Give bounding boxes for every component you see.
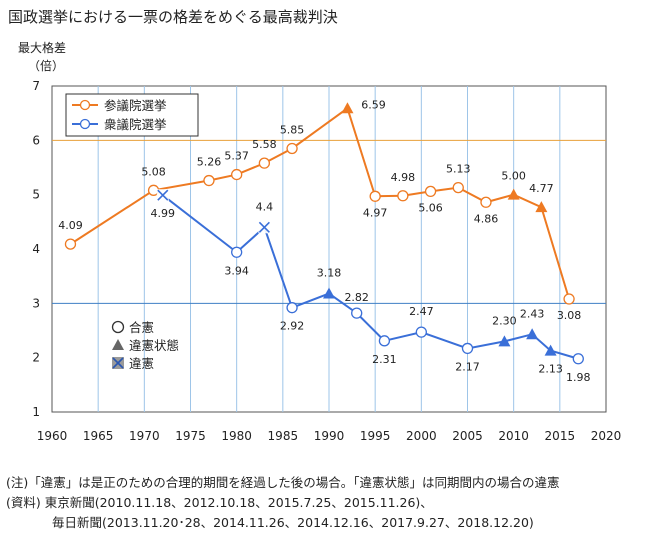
x-tick-label: 1995 xyxy=(360,429,391,443)
sangiin-data-label: 4.86 xyxy=(474,212,499,225)
shugiin-point xyxy=(258,221,270,233)
sangiin-point xyxy=(424,185,437,198)
x-tick-label: 1985 xyxy=(268,429,299,443)
shugiin-point xyxy=(157,189,169,201)
sangiin-point xyxy=(203,174,215,187)
y-tick-label: 6 xyxy=(32,133,40,147)
marker-legend-label: 違憲 xyxy=(129,356,154,371)
sangiin-point xyxy=(563,293,575,305)
sangiin-point xyxy=(258,157,271,169)
shugiin-point xyxy=(231,246,243,258)
sangiin-point xyxy=(231,168,243,181)
x-tick-label: 1980 xyxy=(221,429,252,443)
shugiin-point xyxy=(415,326,427,338)
sangiin-data-label: 3.08 xyxy=(557,309,582,322)
x-tick-label: 1965 xyxy=(83,429,114,443)
legend-shugiin-marker xyxy=(79,118,91,130)
marker-legend-label: 違憲状態 xyxy=(129,338,179,353)
sangiin-data-label: 4.98 xyxy=(391,171,416,184)
sangiin-data-label: 4.77 xyxy=(529,182,554,195)
source-line-1: (資料) 東京新聞(2010.11.18、2012.10.18、2015.7.2… xyxy=(6,495,433,510)
sangiin-data-label: 4.09 xyxy=(58,219,83,232)
shugiin-point xyxy=(498,335,511,347)
shugiin-point xyxy=(323,287,335,299)
marker-legend-circle-icon xyxy=(111,320,125,334)
sangiin-point xyxy=(341,102,354,114)
y-tick-label: 7 xyxy=(32,79,40,93)
shugiin-point xyxy=(286,302,298,314)
marker-legend-triangle-icon xyxy=(112,339,124,350)
marker-legend-label: 合憲 xyxy=(129,320,154,335)
sangiin-point xyxy=(397,190,409,202)
x-tick-label: 1970 xyxy=(129,429,160,443)
shugiin-point xyxy=(351,307,363,319)
x-tick-label: 2020 xyxy=(591,429,622,443)
y-tick-label: 5 xyxy=(32,188,40,202)
shugiin-data-label: 2.30 xyxy=(492,314,517,327)
x-tick-label: 2005 xyxy=(452,429,483,443)
sangiin-point xyxy=(535,201,548,213)
shugiin-data-label: 2.82 xyxy=(344,291,369,304)
shugiin-data-label: 2.17 xyxy=(455,360,480,373)
y-tick-label: 4 xyxy=(32,242,40,256)
shugiin-data-label: 4.99 xyxy=(151,207,176,220)
shugiin-data-label: 3.18 xyxy=(317,267,342,280)
sangiin-point xyxy=(480,196,492,208)
legend-shugiin-label: 衆議院選挙 xyxy=(104,117,167,132)
x-tick-label: 1960 xyxy=(37,429,68,443)
sangiin-data-label: 5.58 xyxy=(252,138,277,151)
source-line-2: 毎日新聞(2013.11.20･28、2014.11.26、2014.12.16… xyxy=(52,515,534,530)
shugiin-data-label: 2.92 xyxy=(280,320,305,333)
y-axis-unit: （倍） xyxy=(28,58,64,73)
legend-sangiin-marker xyxy=(79,99,91,111)
sangiin-point xyxy=(64,238,77,250)
sangiin-point xyxy=(507,188,520,200)
shugiin-data-label: 4.4 xyxy=(256,200,274,213)
x-tick-label: 2010 xyxy=(498,429,529,443)
sangiin-data-label: 5.85 xyxy=(280,123,305,136)
sangiin-data-label: 5.06 xyxy=(418,201,443,214)
legend-sangiin-label: 参議院選挙 xyxy=(104,98,167,113)
shugiin-data-label: 2.47 xyxy=(409,305,434,318)
shugiin-data-label: 2.43 xyxy=(520,307,545,320)
x-tick-label: 1975 xyxy=(175,429,206,443)
shugiin-point xyxy=(378,335,391,347)
sangiin-data-label: 5.26 xyxy=(197,156,222,169)
y-tick-label: 1 xyxy=(32,405,40,419)
sangiin-point xyxy=(452,181,464,194)
chart-title: 国政選挙における一票の格差をめぐる最高裁判決 xyxy=(8,8,338,26)
sangiin-point xyxy=(369,190,381,202)
footnote: (注)「違憲」は是正のための合理的期間を経過した後の場合。「違憲状態」は同期間内… xyxy=(6,475,560,490)
x-tick-label: 1990 xyxy=(314,429,345,443)
shugiin-point xyxy=(461,342,474,355)
sangiin-data-label: 5.08 xyxy=(141,165,166,178)
sangiin-data-label: 5.00 xyxy=(501,170,526,183)
x-tick-label: 2015 xyxy=(545,429,576,443)
sangiin-data-label: 4.97 xyxy=(363,206,388,219)
chart: 最大格差 （倍） 1960 1965 1970 1975 1980 1985 1990 1995 2… xyxy=(18,40,622,443)
y-tick-label: 2 xyxy=(32,351,40,365)
marker-legend-cross-icon xyxy=(112,357,124,369)
y-axis-title: 最大格差 xyxy=(18,40,66,55)
sangiin-point xyxy=(286,142,298,155)
shugiin-data-label: 3.94 xyxy=(224,264,249,277)
sangiin-data-label: 5.13 xyxy=(446,163,471,176)
shugiin-point xyxy=(544,344,557,356)
shugiin-data-label: 1.98 xyxy=(566,371,591,384)
shugiin-point xyxy=(572,353,584,365)
shugiin-data-label: 2.31 xyxy=(372,353,397,366)
shugiin-data-label: 2.13 xyxy=(538,363,563,376)
shugiin-point xyxy=(526,328,539,340)
sangiin-data-label: 6.59 xyxy=(361,98,386,111)
sangiin-data-label: 5.37 xyxy=(224,150,249,163)
y-tick-label: 3 xyxy=(32,296,40,310)
x-tick-label: 2000 xyxy=(406,429,437,443)
